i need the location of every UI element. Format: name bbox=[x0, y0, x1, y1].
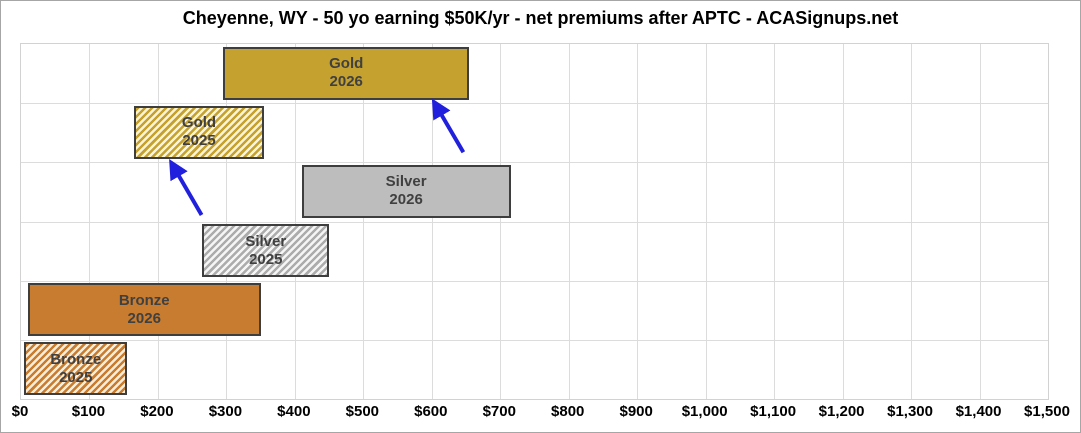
x-axis-tick-label: $1,500 bbox=[1024, 403, 1070, 420]
horizontal-gridline bbox=[21, 162, 1048, 164]
x-axis-tick-label: $1,200 bbox=[818, 403, 865, 420]
horizontal-gridline bbox=[21, 103, 1048, 105]
bar-label-name: Gold bbox=[329, 55, 364, 73]
bar-label-name: Gold bbox=[181, 114, 217, 132]
x-axis-tick-label: $0 bbox=[11, 403, 29, 420]
bar-label-name: Bronze bbox=[118, 291, 170, 309]
bar-bronze-2025: Bronze 2025 bbox=[24, 342, 128, 396]
bar-gold-2025: Gold 2025 bbox=[133, 105, 265, 159]
x-axis-tick-label: $1,100 bbox=[750, 403, 797, 420]
bar-label-year: 2025 bbox=[59, 368, 93, 386]
bar-label-name: Bronze bbox=[50, 350, 102, 368]
horizontal-gridline bbox=[21, 221, 1048, 223]
horizontal-gridline bbox=[21, 339, 1048, 341]
bar-gold-2026: Gold 2026 bbox=[222, 46, 470, 100]
x-axis-tick-label: $100 bbox=[71, 403, 106, 420]
bar-label-year: 2026 bbox=[329, 73, 363, 91]
horizontal-gridline bbox=[21, 280, 1048, 282]
x-axis-tick-label: $500 bbox=[345, 403, 380, 420]
bar-label-year: 2026 bbox=[127, 309, 161, 327]
bar-label-year: 2025 bbox=[249, 250, 283, 268]
x-axis-tick-label: $900 bbox=[619, 403, 653, 420]
x-axis-tick-label: $800 bbox=[551, 403, 585, 420]
bar-silver-2025: Silver 2025 bbox=[202, 224, 330, 278]
x-axis-tick-label: $1,400 bbox=[955, 403, 1002, 420]
bar-label-name: Silver bbox=[245, 232, 287, 250]
bar-silver-2026: Silver 2026 bbox=[301, 164, 511, 218]
x-axis-tick-label: $600 bbox=[414, 403, 448, 420]
x-axis-tick-label: $300 bbox=[208, 403, 243, 420]
bar-bronze-2026: Bronze 2026 bbox=[27, 283, 261, 337]
x-axis-tick-label: $200 bbox=[140, 403, 174, 420]
x-axis-tick-label: $700 bbox=[482, 403, 516, 420]
chart-title: Cheyenne, WY - 50 yo earning $50K/yr - n… bbox=[182, 8, 899, 28]
plot-area: Gold 2026 Gold 2025 Silver 2026 Silver 2025 Bron… bbox=[20, 43, 1049, 400]
x-axis-tick-label: $1,300 bbox=[887, 403, 934, 420]
bar-label-name: Silver bbox=[385, 173, 427, 191]
bar-label-year: 2026 bbox=[389, 191, 423, 209]
x-axis-tick-label: $400 bbox=[277, 403, 311, 420]
bar-label-year: 2025 bbox=[182, 132, 216, 150]
x-axis: $0 $100 $200 $300 $400 $500 $600 $700 $800 $900 $1… bbox=[1, 403, 1080, 427]
x-axis-tick-label: $1,000 bbox=[681, 403, 728, 420]
